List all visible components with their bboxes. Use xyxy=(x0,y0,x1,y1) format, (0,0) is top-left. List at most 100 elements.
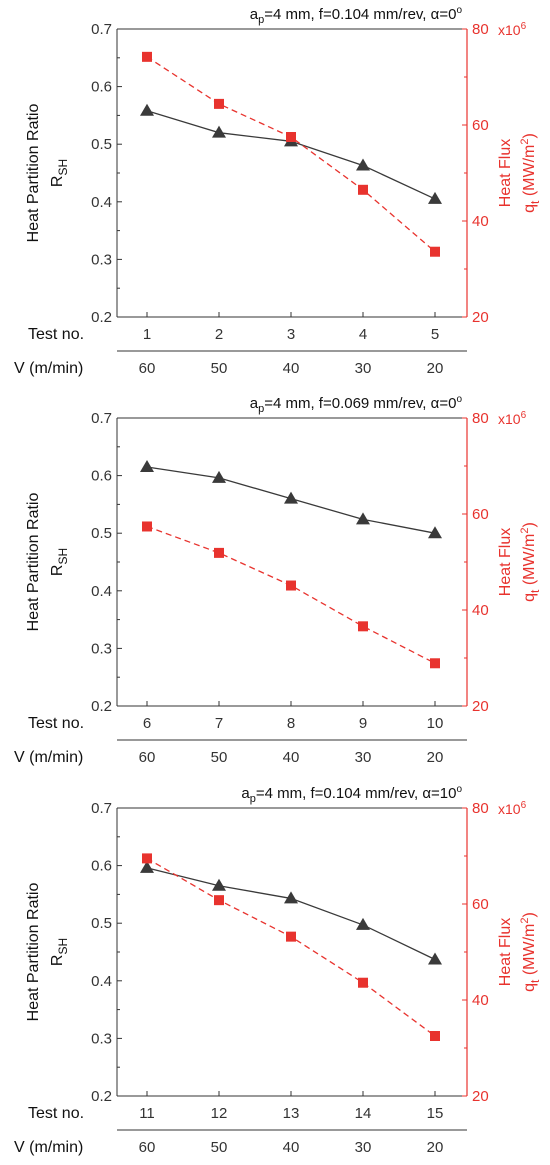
left-tick-label: 0.2 xyxy=(91,1088,112,1105)
left-tick-label: 0.6 xyxy=(91,858,112,875)
data-point-ratio-7 xyxy=(212,470,226,483)
test-number-label: 4 xyxy=(359,326,367,343)
test-number-label: 3 xyxy=(287,326,295,343)
data-point-flux-3 xyxy=(286,132,296,142)
test-number-label: 9 xyxy=(359,715,367,732)
speed-label: 30 xyxy=(355,1139,372,1156)
data-point-ratio-11 xyxy=(140,860,154,873)
left-tick-label: 0.4 xyxy=(91,973,112,990)
speed-label: 20 xyxy=(427,1139,444,1156)
left-tick-label: 0.7 xyxy=(91,800,112,817)
row-label-test-no: Test no. xyxy=(28,715,84,732)
right-axis-multiplier: x106 xyxy=(498,21,527,38)
test-number-label: 1 xyxy=(143,326,151,343)
test-number-label: 7 xyxy=(215,715,223,732)
left-axis-symbol: RSH xyxy=(49,938,70,966)
data-point-flux-2 xyxy=(214,98,224,109)
data-point-flux-13 xyxy=(286,931,296,942)
test-number-label: 10 xyxy=(427,715,444,732)
speed-label: 60 xyxy=(139,749,156,766)
condition-label: ap=4 mm, f=0.069 mm/rev, α=0o xyxy=(250,394,463,415)
data-point-ratio-12 xyxy=(212,878,226,891)
data-point-flux-6 xyxy=(142,521,152,532)
speed-label: 30 xyxy=(355,749,372,766)
left-axis-symbol: RSH xyxy=(49,159,70,187)
speed-label: 50 xyxy=(211,749,228,766)
speed-label: 30 xyxy=(355,360,372,377)
right-axis-symbol: qt (MW/m2) xyxy=(519,522,542,602)
left-tick-label: 0.5 xyxy=(91,525,112,542)
series-line-heat-flux xyxy=(146,857,436,1037)
speed-label: 40 xyxy=(283,1139,300,1156)
speed-label: 50 xyxy=(211,1139,228,1156)
data-point-flux-10 xyxy=(430,658,440,669)
left-tick-label: 0.6 xyxy=(91,79,112,96)
speed-label: 20 xyxy=(427,749,444,766)
test-number-label: 13 xyxy=(283,1105,300,1122)
test-number-label: 15 xyxy=(427,1105,444,1122)
data-point-ratio-14 xyxy=(356,917,370,930)
speed-label: 20 xyxy=(427,360,444,377)
data-point-ratio-2 xyxy=(212,125,226,138)
row-label-test-no: Test no. xyxy=(28,1105,84,1122)
data-point-flux-7 xyxy=(214,547,224,558)
speed-label: 40 xyxy=(283,749,300,766)
left-tick-label: 0.3 xyxy=(91,1030,112,1047)
left-tick-label: 0.2 xyxy=(91,309,112,326)
right-axis-title: Heat Flux xyxy=(497,918,514,986)
right-tick-label: 60 xyxy=(472,506,489,523)
left-tick-label: 0.3 xyxy=(91,640,112,657)
test-number-label: 11 xyxy=(139,1105,155,1122)
speed-label: 60 xyxy=(139,360,156,377)
left-tick-label: 0.4 xyxy=(91,583,112,600)
right-axis-multiplier: x106 xyxy=(498,800,527,817)
left-tick-label: 0.5 xyxy=(91,136,112,153)
left-axis-title: Heat Partition Ratio xyxy=(25,104,42,243)
right-tick-label: 80 xyxy=(472,800,489,817)
data-point-flux-15 xyxy=(430,1031,440,1041)
right-axis-title: Heat Flux xyxy=(497,528,514,596)
data-point-flux-12 xyxy=(214,895,224,906)
left-tick-label: 0.4 xyxy=(91,194,112,211)
right-axis-multiplier: x106 xyxy=(498,410,527,427)
data-point-ratio-10 xyxy=(428,526,442,539)
data-point-ratio-8 xyxy=(284,491,298,504)
right-axis-symbol: qt (MW/m2) xyxy=(519,133,542,213)
test-number-label: 5 xyxy=(431,326,439,343)
data-point-ratio-4 xyxy=(356,158,370,171)
data-point-ratio-13 xyxy=(284,891,298,904)
series-line-heat-partition-ratio xyxy=(146,110,436,200)
left-tick-label: 0.7 xyxy=(91,410,112,427)
right-axis-symbol: qt (MW/m2) xyxy=(519,912,542,992)
speed-label: 40 xyxy=(283,360,300,377)
condition-label: ap=4 mm, f=0.104 mm/rev, α=0o xyxy=(250,5,463,26)
data-point-flux-1 xyxy=(142,51,152,62)
series-line-heat-partition-ratio xyxy=(146,867,436,961)
row-label-test-no: Test no. xyxy=(28,326,84,343)
chart-panel-2: 0.2 0.3 0.4 0.5 0.6 0.7 20 40 60 80 x106 6 7 8 9 10 60 50… xyxy=(14,394,542,766)
data-point-ratio-6 xyxy=(140,459,154,472)
data-point-flux-11 xyxy=(142,853,152,864)
data-point-flux-5 xyxy=(430,246,440,257)
row-label-speed: V (m/min) xyxy=(14,360,83,377)
left-tick-label: 0.5 xyxy=(91,915,112,932)
left-tick-label: 0.6 xyxy=(91,468,112,485)
speed-label: 50 xyxy=(211,360,228,377)
data-point-ratio-5 xyxy=(428,191,442,204)
right-tick-label: 80 xyxy=(472,410,489,427)
left-axis-title: Heat Partition Ratio xyxy=(25,493,42,632)
series-line-heat-flux xyxy=(146,56,436,253)
right-tick-label: 40 xyxy=(472,992,489,1009)
row-label-speed: V (m/min) xyxy=(14,749,83,766)
test-number-label: 6 xyxy=(143,715,151,732)
test-number-label: 14 xyxy=(355,1105,372,1122)
speed-label: 60 xyxy=(139,1139,156,1156)
test-number-label: 12 xyxy=(211,1105,228,1122)
series-line-heat-flux xyxy=(146,525,436,664)
left-tick-label: 0.7 xyxy=(91,21,112,38)
chart-panel-1: 0.2 0.3 0.4 0.5 0.6 0.7 20 40 60 80 x106 1 2 3 4 5 60 50 4… xyxy=(14,5,542,377)
row-label-speed: V (m/min) xyxy=(14,1139,83,1156)
test-number-label: 8 xyxy=(287,715,295,732)
left-axis-title: Heat Partition Ratio xyxy=(25,883,42,1022)
